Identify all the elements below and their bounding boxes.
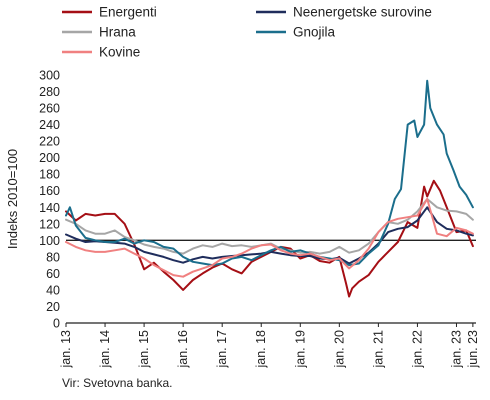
legend-label: Neenergetske surovine (293, 5, 432, 20)
x-tick-label: jan. 19 (293, 330, 307, 369)
y-tick-label: 160 (39, 184, 60, 198)
x-tick-label: jan. 21 (371, 330, 385, 369)
x-tick-label: jan. 13 (59, 330, 73, 369)
x-axis: jan. 13 jan. 14 jan. 15 jan. 16 jan. 17 jan. … (59, 323, 480, 369)
legend-label: Gnojila (293, 25, 336, 40)
source-note: Vir: Svetovna banka. (62, 376, 173, 390)
y-tick-label: 300 (39, 69, 60, 83)
y-tick-label: 220 (39, 135, 60, 149)
x-tick-label: jan. 15 (137, 330, 151, 369)
y-tick-label: 180 (39, 168, 60, 182)
y-tick-label: 100 (39, 234, 60, 248)
legend: Energenti Neenergetske surovine Hrana Gnoji… (62, 5, 432, 60)
y-tick-label: 80 (46, 250, 60, 264)
x-tick-label: jan. 20 (332, 330, 346, 369)
x-tick-label: jun. 23 (466, 330, 480, 369)
x-tick-label: jan. 22 (410, 330, 424, 369)
y-tick-label: 40 (46, 283, 60, 297)
series-layer (65, 79, 474, 298)
y-axis: 0 20 40 60 80 100 120 140 160 180 200 220 240 260 280 3… (39, 69, 60, 331)
y-tick-label: 200 (39, 151, 60, 165)
series-line-5 (65, 198, 474, 278)
x-tick-label: jan. 14 (98, 330, 112, 369)
y-tick-label: 0 (53, 317, 60, 331)
y-tick-label: 120 (39, 217, 60, 231)
x-tick-label: jan. 23 (449, 330, 463, 369)
x-tick-label: jan. 17 (215, 330, 229, 369)
legend-label: Kovine (99, 45, 140, 60)
y-axis-title: Indeks 2010=100 (5, 149, 20, 249)
y-tick-label: 260 (39, 102, 60, 116)
x-tick-label: jan. 16 (176, 330, 190, 369)
legend-label: Hrana (99, 25, 136, 40)
series-line-4 (65, 79, 474, 267)
y-tick-label: 280 (39, 85, 60, 99)
y-tick-label: 60 (46, 267, 60, 281)
y-tick-label: 140 (39, 201, 60, 215)
series-line-2 (65, 206, 474, 265)
legend-label: Energenti (99, 5, 157, 20)
series-line-1 (65, 179, 474, 298)
y-tick-label: 20 (46, 300, 60, 314)
x-tick-label: jan. 18 (254, 330, 268, 369)
y-tick-label: 240 (39, 118, 60, 132)
